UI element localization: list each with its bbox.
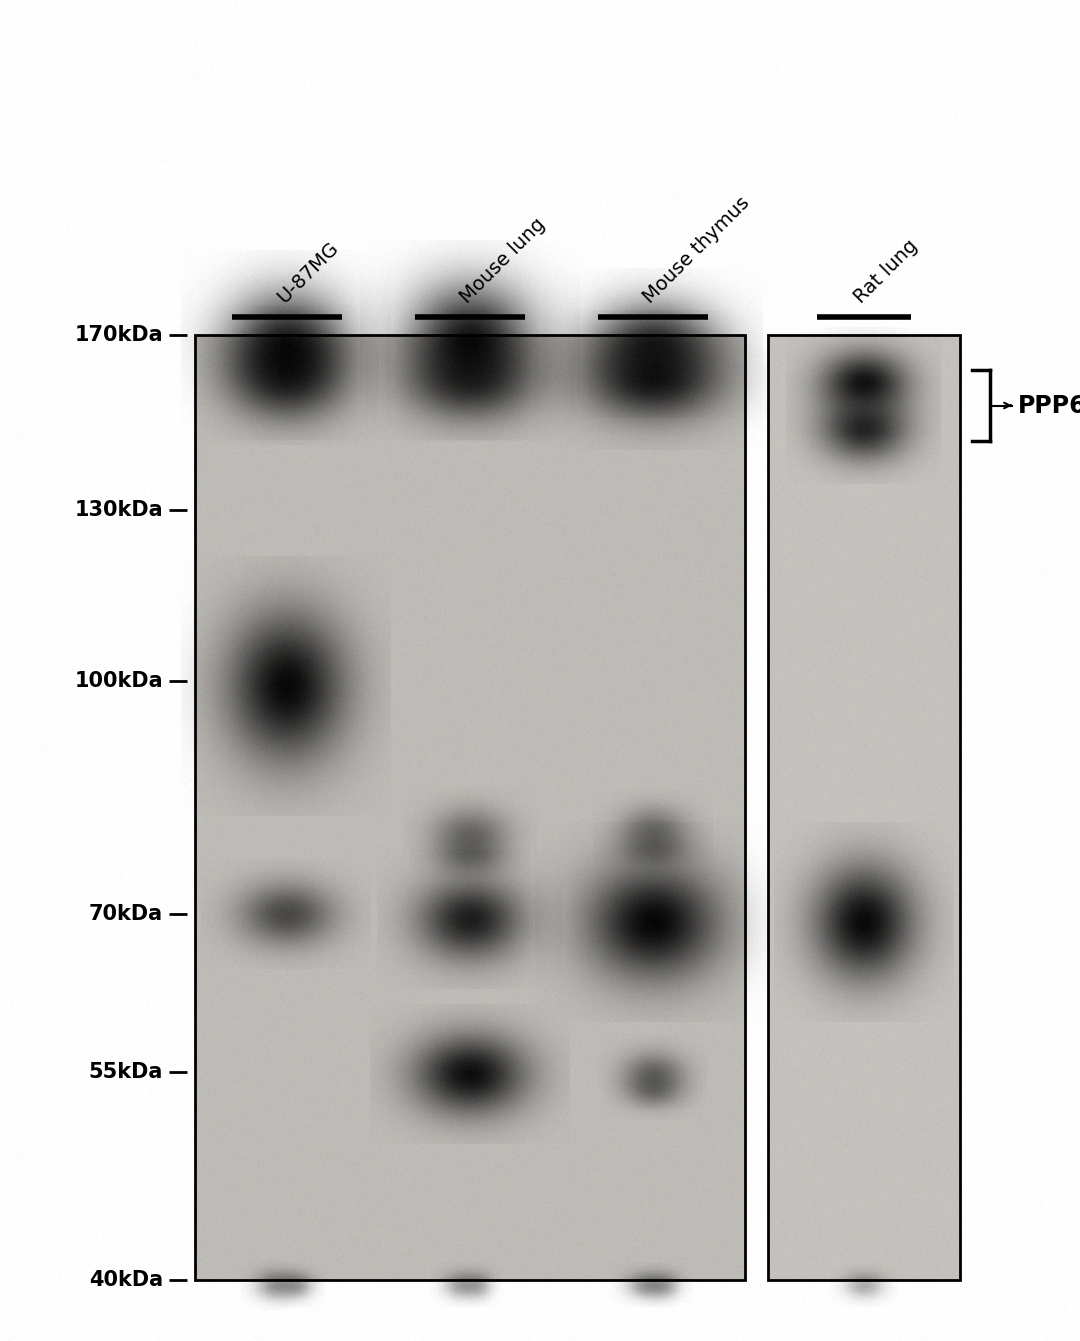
Text: U-87MG: U-87MG	[273, 239, 342, 307]
Text: 100kDa: 100kDa	[75, 670, 163, 691]
Text: Mouse lung: Mouse lung	[457, 215, 549, 307]
Text: 130kDa: 130kDa	[75, 500, 163, 520]
Text: Mouse thymus: Mouse thymus	[639, 193, 754, 307]
Text: PPP6R3: PPP6R3	[1018, 393, 1080, 417]
Text: Rat lung: Rat lung	[851, 236, 921, 307]
Text: 70kDa: 70kDa	[89, 904, 163, 924]
Bar	[768, 335, 960, 1281]
Bar	[195, 335, 745, 1281]
Text: 55kDa: 55kDa	[89, 1062, 163, 1082]
Text: 40kDa: 40kDa	[89, 1270, 163, 1290]
Text: 170kDa: 170kDa	[75, 325, 163, 345]
